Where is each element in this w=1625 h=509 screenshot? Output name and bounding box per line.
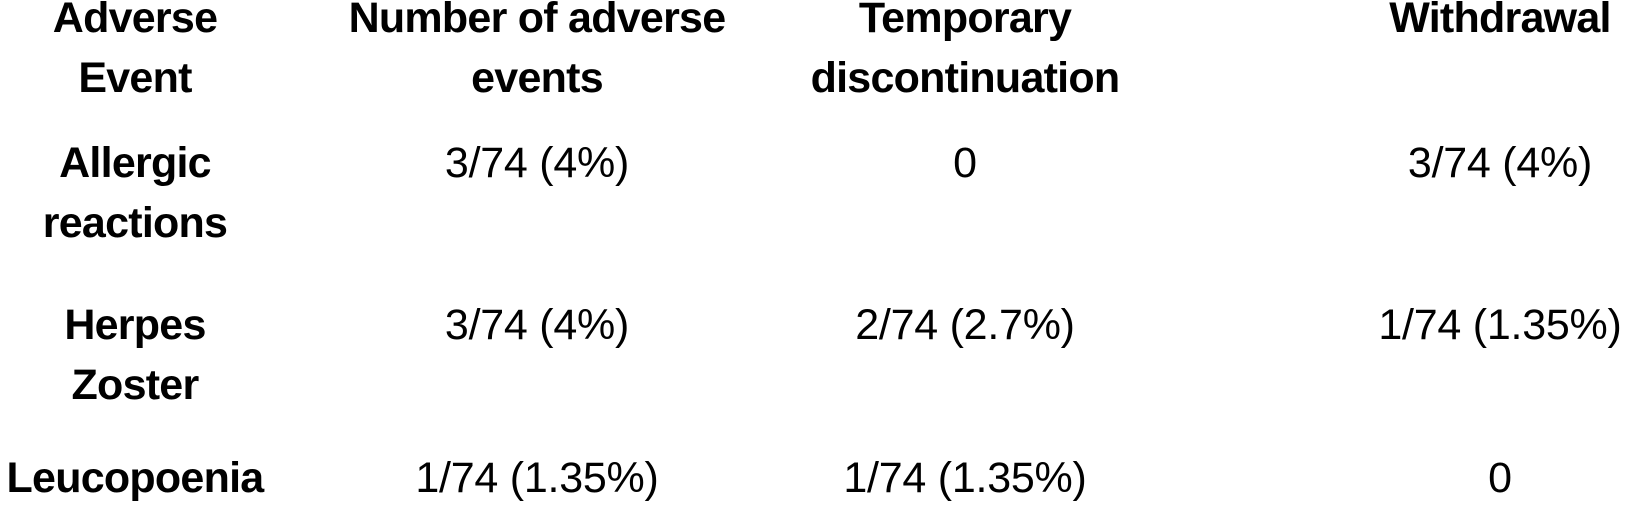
header-withdrawal: Withdrawal xyxy=(1389,0,1611,42)
cell-herpes-zoster-temporary-discontinuation: 2/74 (2.7%) xyxy=(855,301,1075,349)
row-label-leucopoenia: Leucopoenia xyxy=(6,454,265,502)
row-label-allergic-reactions: Allergic reactions xyxy=(42,139,228,247)
cell-leucopoenia-withdrawal: 0 xyxy=(1488,454,1512,502)
header-adverse-event: Adverse Event xyxy=(52,0,218,102)
cell-leucopoenia-temporary-discontinuation: 1/74 (1.35%) xyxy=(843,454,1087,502)
cell-allergic-reactions-number-of-events: 3/74 (4%) xyxy=(444,139,630,187)
header-temporary-discontinuation: Temporary discontinuation xyxy=(810,0,1121,102)
cell-leucopoenia-number-of-events: 1/74 (1.35%) xyxy=(415,454,659,502)
row-label-herpes-zoster: Herpes Zoster xyxy=(64,301,206,409)
header-number-of-adverse-events: Number of adverse events xyxy=(348,0,727,102)
cell-herpes-zoster-number-of-events: 3/74 (4%) xyxy=(444,301,630,349)
cell-allergic-reactions-withdrawal: 3/74 (4%) xyxy=(1407,139,1593,187)
cell-allergic-reactions-temporary-discontinuation: 0 xyxy=(953,139,977,187)
cell-herpes-zoster-withdrawal: 1/74 (1.35%) xyxy=(1378,301,1622,349)
